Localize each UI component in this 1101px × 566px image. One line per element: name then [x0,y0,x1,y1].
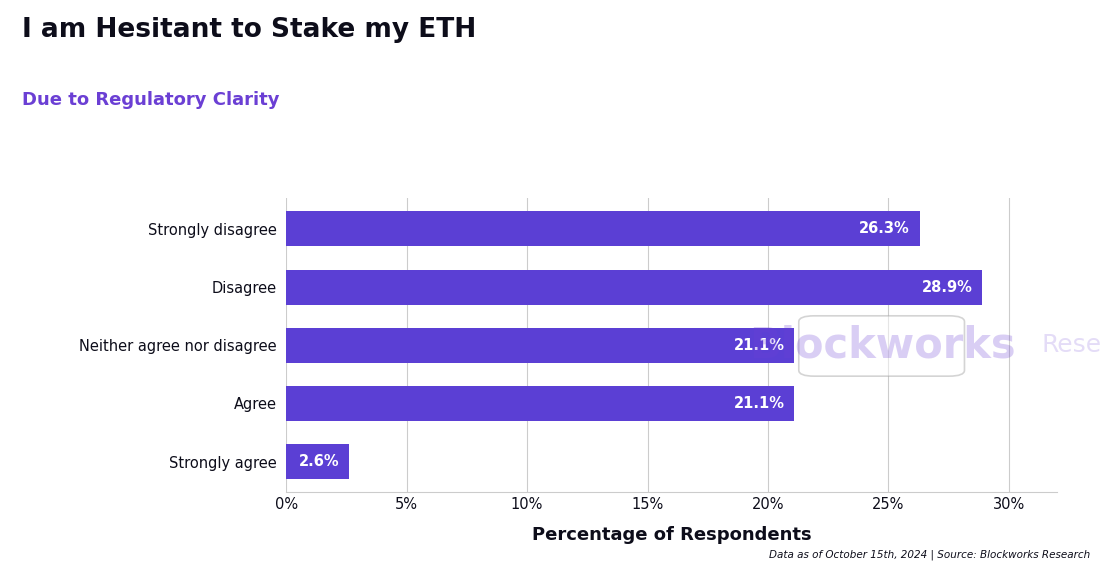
X-axis label: Percentage of Respondents: Percentage of Respondents [532,526,811,544]
Bar [286,212,919,246]
Text: 26.3%: 26.3% [859,221,911,237]
Text: 28.9%: 28.9% [922,280,972,294]
Text: Data as of October 15th, 2024 | Source: Blockworks Research: Data as of October 15th, 2024 | Source: … [768,550,1090,560]
Bar [286,269,982,305]
Text: Research: Research [1042,333,1101,357]
Bar [286,328,795,363]
Text: 21.1%: 21.1% [733,396,785,411]
Text: 2.6%: 2.6% [298,454,339,469]
Bar [286,444,349,479]
Text: Blockworks: Blockworks [749,324,1015,366]
FancyBboxPatch shape [798,316,964,376]
Text: I am Hesitant to Stake my ETH: I am Hesitant to Stake my ETH [22,17,477,43]
Text: 21.1%: 21.1% [733,338,785,353]
Text: Due to Regulatory Clarity: Due to Regulatory Clarity [22,91,280,109]
Bar [286,386,795,421]
